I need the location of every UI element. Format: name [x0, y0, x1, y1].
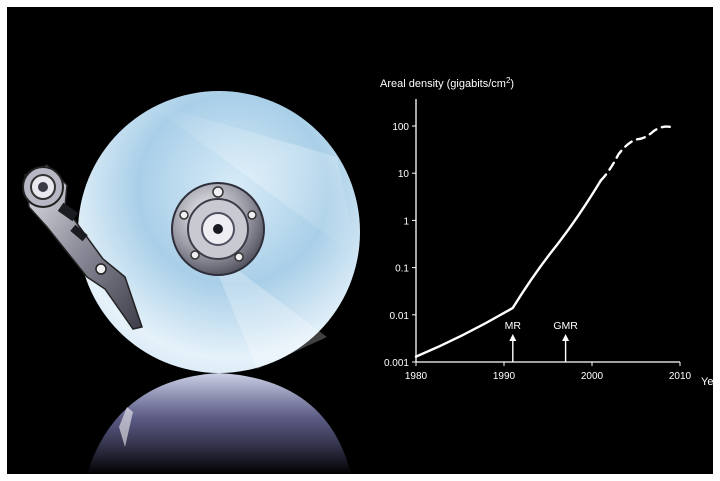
y-tick-label: 10: [398, 169, 410, 180]
annotation-arrow-head: [562, 334, 570, 341]
y-tick-label: 0.1: [395, 264, 409, 275]
y-tick-label: 100: [392, 122, 409, 133]
y-tick-label: 0.001: [384, 358, 409, 369]
x-tick-label: 2010: [669, 371, 692, 382]
y-axis-label: Areal density (gigabits/cm2): [380, 76, 514, 91]
series-line: [414, 179, 602, 358]
x-axis-label: Yea: [701, 376, 713, 388]
figure-frame: 0.001 0.01 0.1 1 10 100 1980 1990 2000 2010 MR GMR …: [7, 7, 713, 474]
disk-reflection-icon: [87, 373, 351, 474]
chart-area: 0.001 0.01 0.1 1 10 100 1980 1990 2000 2010 MR GMR: [384, 99, 692, 382]
y-tick-label: 0.01: [390, 311, 410, 322]
y-tick-label: 1: [403, 216, 409, 227]
series-line-projected: [599, 125, 673, 182]
annotation-label: MR: [505, 320, 522, 332]
spindle-hub-icon: [171, 182, 265, 276]
x-tick-label: 2000: [581, 371, 604, 382]
annotation-label: GMR: [553, 320, 578, 332]
x-tick-label: 1990: [493, 371, 516, 382]
annotation-arrow-head: [509, 334, 517, 341]
actuator-arm-icon: [22, 164, 143, 330]
x-tick-label: 1980: [405, 371, 428, 382]
